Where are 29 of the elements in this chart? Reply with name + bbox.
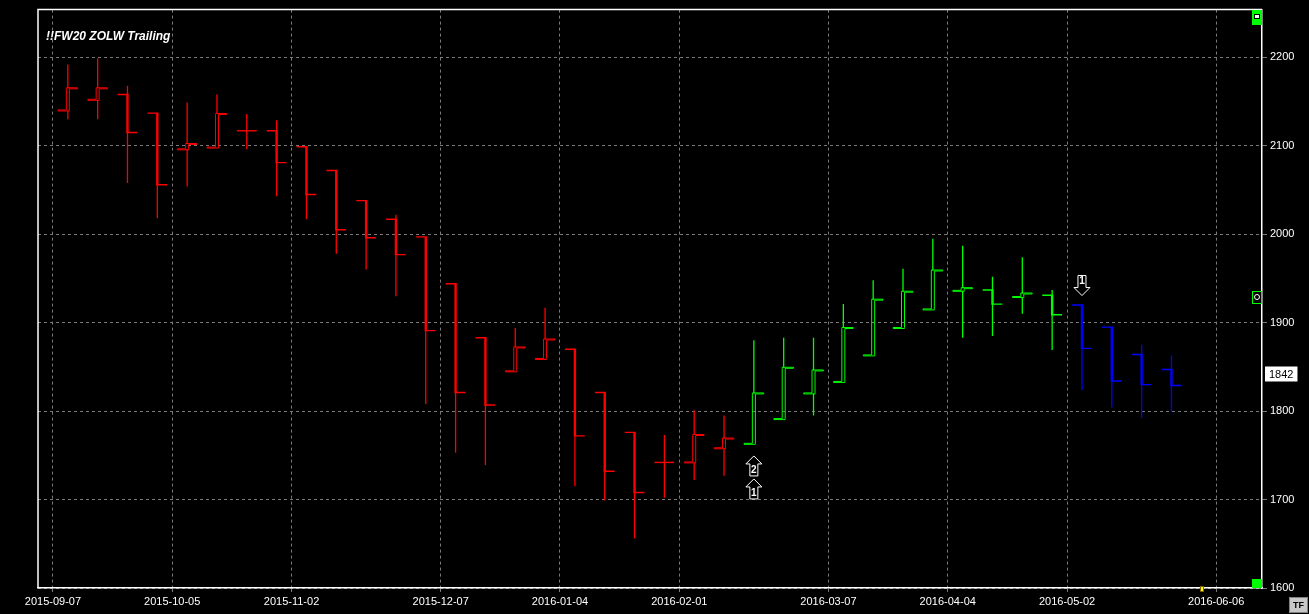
x-tick-label: 2016-06-06 bbox=[1188, 594, 1245, 607]
candlestick bbox=[176, 102, 198, 187]
candlestick bbox=[206, 94, 228, 149]
x-tick-label: 2016-03-07 bbox=[800, 594, 857, 607]
x-tick-label: 2016-02-01 bbox=[651, 594, 708, 607]
y-tick-label: 2100 bbox=[1270, 138, 1295, 151]
x-tick-label: 2015-12-07 bbox=[412, 594, 469, 607]
text: TF bbox=[1293, 599, 1305, 610]
annotation: 2 bbox=[751, 463, 758, 475]
text: !!FW20 ZOLW Trailing bbox=[46, 28, 172, 43]
candlestick bbox=[892, 268, 914, 329]
annotation: 1 bbox=[751, 486, 758, 498]
y-tick-label: 1600 bbox=[1270, 581, 1295, 594]
x-tick-label: 2015-09-07 bbox=[24, 594, 82, 607]
candlestick bbox=[743, 340, 765, 445]
candlestick bbox=[534, 307, 556, 360]
y-tick-label: 2200 bbox=[1270, 50, 1295, 63]
y-tick-label: 1700 bbox=[1270, 492, 1295, 505]
x-tick-label: 2016-01-04 bbox=[531, 594, 589, 607]
y-tick-label: 1800 bbox=[1270, 404, 1295, 417]
candlestick bbox=[713, 415, 735, 476]
x-tick-label: 2016-04-04 bbox=[919, 594, 976, 607]
x-tick-label: 2016-05-02 bbox=[1038, 594, 1096, 607]
x-tick-label: 2015-10-05 bbox=[144, 594, 201, 607]
y-tick-label: 1900 bbox=[1270, 315, 1295, 328]
x-tick-label: 2015-11-02 bbox=[263, 594, 320, 607]
annotation: 1 bbox=[1079, 275, 1086, 287]
annotation: 1842 bbox=[1268, 367, 1294, 380]
y-tick-label: 2000 bbox=[1270, 227, 1295, 240]
